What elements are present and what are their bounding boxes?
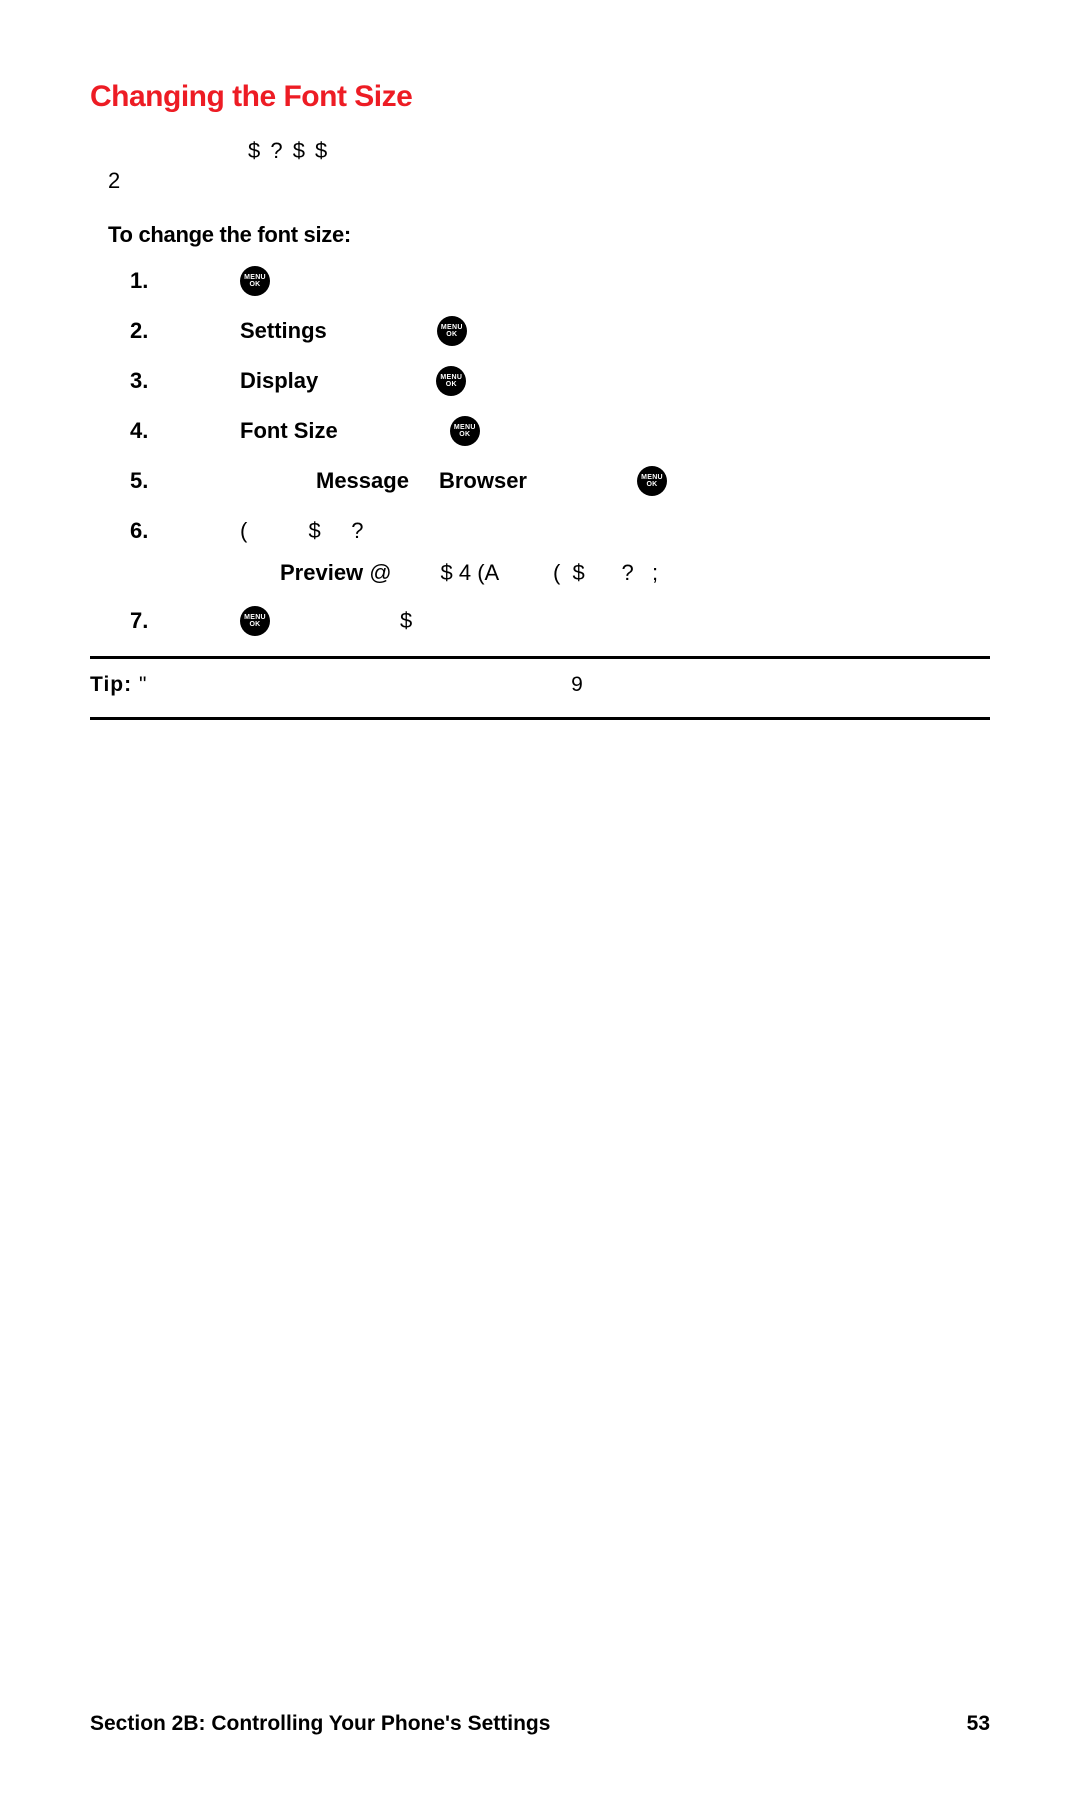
step-row: 5. Message Browser MENUOK <box>130 466 990 496</box>
step-number: 4. <box>130 418 240 444</box>
section-heading: Changing the Font Size <box>90 80 990 114</box>
step-number: 5. <box>130 468 240 494</box>
intro-text-line-2: 2 <box>108 168 990 194</box>
step-row: 1. MENUOK <box>130 266 990 296</box>
tip-label: Tip: <box>90 673 132 696</box>
footer-section: Section 2B: Controlling Your Phone's Set… <box>90 1712 550 1736</box>
menu-ok-icon: MENUOK <box>437 316 467 346</box>
page-footer: Section 2B: Controlling Your Phone's Set… <box>90 1712 990 1736</box>
step-option-b: Browser <box>439 468 527 494</box>
intro-text-line-1: $ ? $ $ <box>108 138 990 164</box>
menu-ok-icon: MENUOK <box>240 606 270 636</box>
menu-ok-icon: MENUOK <box>637 466 667 496</box>
step-number: 7. <box>130 608 240 634</box>
step-number: 6. <box>130 518 240 544</box>
step-text: ( $ ? <box>240 518 363 544</box>
tip-body: " 9 <box>132 673 584 696</box>
tip-row: Tip: " 9 <box>90 669 990 707</box>
divider <box>90 656 990 659</box>
procedure-subhead: To change the font size: <box>108 222 990 248</box>
step-text: $ <box>400 608 412 634</box>
step-option-a: Message <box>316 468 409 494</box>
preview-label: Preview <box>280 560 363 586</box>
step-number: 2. <box>130 318 240 344</box>
step-row: 6. ( $ ? <box>130 516 990 546</box>
step-row: 3. Display MENUOK <box>130 366 990 396</box>
page: Changing the Font Size $ ? $ $ 2 To chan… <box>90 80 990 720</box>
step-number: 1. <box>130 268 240 294</box>
step-continuation: Preview @ $ 4 (A ( $ ? ; <box>280 560 990 586</box>
step-label: Font Size <box>240 418 338 444</box>
menu-ok-icon: MENUOK <box>240 266 270 296</box>
step-label: Display <box>240 368 318 394</box>
steps-list: 1. MENUOK 2. Settings MENUOK 3. Display … <box>130 266 990 636</box>
footer-page-number: 53 <box>967 1712 990 1736</box>
step-row: 2. Settings MENUOK <box>130 316 990 346</box>
step-number: 3. <box>130 368 240 394</box>
intro-text: $ ? $ $ <box>248 138 329 163</box>
menu-ok-icon: MENUOK <box>436 366 466 396</box>
divider <box>90 717 990 720</box>
step-row: 7. MENUOK $ <box>130 606 990 636</box>
menu-ok-icon: MENUOK <box>450 416 480 446</box>
step-text: @ $ 4 (A ( $ ? ; <box>363 560 658 586</box>
step-label: Settings <box>240 318 327 344</box>
step-row: 4. Font Size MENUOK <box>130 416 990 446</box>
